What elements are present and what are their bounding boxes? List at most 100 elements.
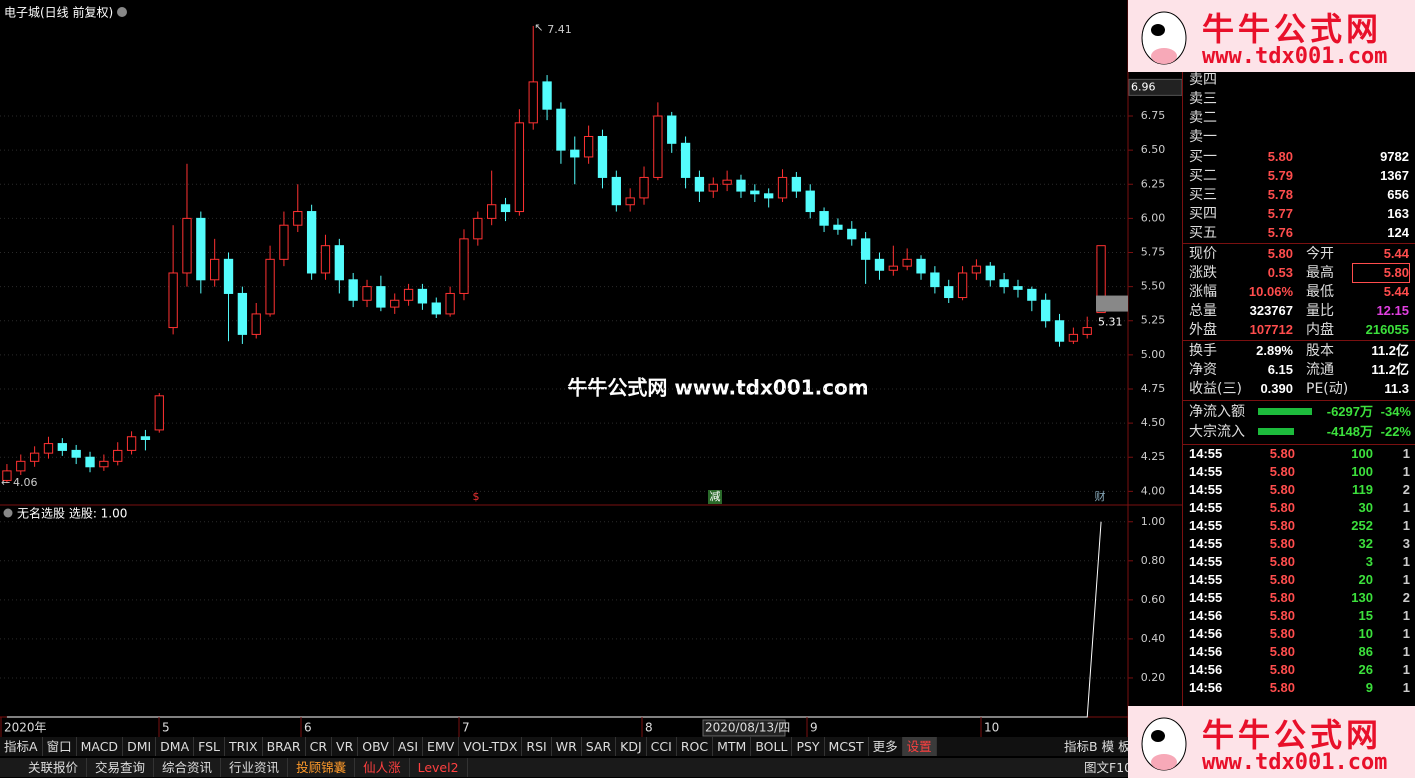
toolbar-item[interactable]: CCI <box>647 737 677 756</box>
toolbar-item[interactable]: OBV <box>358 737 394 756</box>
trade-price: 5.80 <box>1269 644 1295 659</box>
trade-price: 5.80 <box>1269 608 1295 623</box>
candle-body <box>320 245 331 274</box>
candle-body <box>251 313 261 335</box>
flow-value: -6297万 <box>1326 404 1373 419</box>
toolbar-item[interactable]: DMI <box>123 737 157 756</box>
candle-body <box>431 302 441 315</box>
min-label: 4.06 <box>13 476 38 489</box>
toolbar-item[interactable]: WR <box>552 737 582 756</box>
trade-time: 14:56 <box>1189 644 1223 659</box>
toolbar-item[interactable]: 窗口 <box>43 737 77 756</box>
toolbar-item[interactable]: MCST <box>825 737 869 756</box>
toolbar-item[interactable]: MTM <box>713 737 752 756</box>
trade-time: 14:55 <box>1189 536 1223 551</box>
candle-body <box>362 286 372 301</box>
candle-body <box>930 272 940 288</box>
candle-body <box>694 176 705 192</box>
tab[interactable]: 图文F10 <box>1084 760 1133 775</box>
stat-value: 5.80 <box>1352 263 1410 283</box>
tab[interactable]: Level2 <box>410 758 468 777</box>
x-tick-label: 5 <box>162 721 170 735</box>
toolbar-item[interactable]: EMV <box>423 737 460 756</box>
toolbar-item[interactable]: CR <box>306 737 333 756</box>
price-box <box>1096 295 1128 312</box>
order-volume: 656 <box>1387 187 1409 202</box>
quote-panel: 卖四 卖三 卖二 卖一 买一 5.80 9782 买二 5.79 1367 买三 5.78 656 买四 5… <box>1182 0 1415 737</box>
trade-volume: 119 <box>1352 482 1373 497</box>
toolbar-item[interactable]: FSL <box>194 737 226 756</box>
toolbar-item[interactable]: RSI <box>522 737 552 756</box>
tab[interactable]: 交易查询 <box>87 758 155 777</box>
trade-time: 14:55 <box>1189 590 1223 605</box>
candle-body <box>597 135 608 178</box>
toolbar-item[interactable]: 设置 <box>902 737 937 756</box>
toolbar-item[interactable]: 指标B <box>1064 739 1098 754</box>
candle-body <box>265 258 275 315</box>
candle-body <box>57 443 67 451</box>
trade-price: 5.80 <box>1269 662 1295 677</box>
tab[interactable]: 投顾锦囊 <box>288 758 356 777</box>
trade-volume: 26 <box>1358 662 1373 677</box>
tab[interactable]: 仙人涨 <box>355 758 410 777</box>
y-tick-label: 0.20 <box>1141 671 1166 684</box>
toolbar-item[interactable]: MACD <box>77 737 124 756</box>
toolbar-item[interactable]: ASI <box>394 737 424 756</box>
stat-value: 2.89% <box>1256 343 1293 358</box>
toolbar-item[interactable]: 指标A <box>0 737 43 756</box>
candle-body <box>902 258 912 267</box>
stat-value: 11.2亿 <box>1371 362 1409 377</box>
toolbar-item[interactable]: SAR <box>582 737 617 756</box>
toolbar-item[interactable]: DMA <box>156 737 195 756</box>
candle-body <box>971 265 982 274</box>
y-tick-label: 0.60 <box>1141 593 1166 606</box>
menu-icon[interactable] <box>3 508 13 518</box>
candle-body <box>334 245 344 281</box>
toolbar-item[interactable]: 模 <box>1101 739 1115 754</box>
stat-value: 216055 <box>1365 322 1409 337</box>
candle-body <box>43 443 54 454</box>
logo-name: 牛牛公式网 <box>1202 716 1383 754</box>
tab[interactable]: 行业资讯 <box>221 758 289 777</box>
candle-body <box>583 135 594 158</box>
toolbar-item[interactable]: VOL-TDX <box>459 737 523 756</box>
menu-icon[interactable] <box>117 7 127 17</box>
stat-label: 收益(三) <box>1189 381 1242 397</box>
tab[interactable]: 关联报价 <box>20 758 88 777</box>
candle-body <box>417 288 428 304</box>
x-tick-label: 2020年 <box>4 721 47 735</box>
toolbar-item[interactable]: VR <box>332 737 359 756</box>
candle-body <box>459 238 469 294</box>
candle-body <box>223 258 234 294</box>
toolbar-item[interactable]: BOLL <box>751 737 793 756</box>
candle-body <box>1054 320 1065 342</box>
candle-body <box>833 224 843 230</box>
tab-strip: 关联报价 交易查询 综合资讯 行业资讯 投顾锦囊 仙人涨 Level2 <box>0 758 472 777</box>
toolbar-item[interactable]: ROC <box>677 737 714 756</box>
toolbar-item[interactable]: TRIX <box>225 737 263 756</box>
candle-body <box>514 122 525 213</box>
toolbar-item[interactable]: KDJ <box>616 737 647 756</box>
toolbar-item[interactable]: 板 <box>1118 739 1131 754</box>
candle-body <box>957 272 968 299</box>
logo-url: www.tdx001.com <box>1202 44 1388 69</box>
trade-price: 5.80 <box>1269 680 1295 695</box>
trade-count: 1 <box>1402 572 1410 587</box>
candle-body <box>473 217 483 240</box>
trade-time: 14:55 <box>1189 464 1223 479</box>
event-marker: $ <box>473 490 480 503</box>
stat-label: 内盘 <box>1306 322 1334 338</box>
trade-time: 14:56 <box>1189 608 1223 623</box>
flow-pct: -34% <box>1380 404 1411 419</box>
toolbar-item[interactable]: BRAR <box>263 737 306 756</box>
toolbar-item[interactable]: 更多 <box>869 737 903 756</box>
tab[interactable]: 综合资讯 <box>154 758 222 777</box>
candle-body <box>750 190 760 195</box>
separator <box>1183 340 1415 341</box>
separator <box>1183 400 1415 401</box>
toolbar-item[interactable]: PSY <box>792 737 825 756</box>
order-volume: 1367 <box>1380 168 1409 183</box>
trade-price: 5.80 <box>1269 572 1295 587</box>
trade-time: 14:55 <box>1189 572 1223 587</box>
